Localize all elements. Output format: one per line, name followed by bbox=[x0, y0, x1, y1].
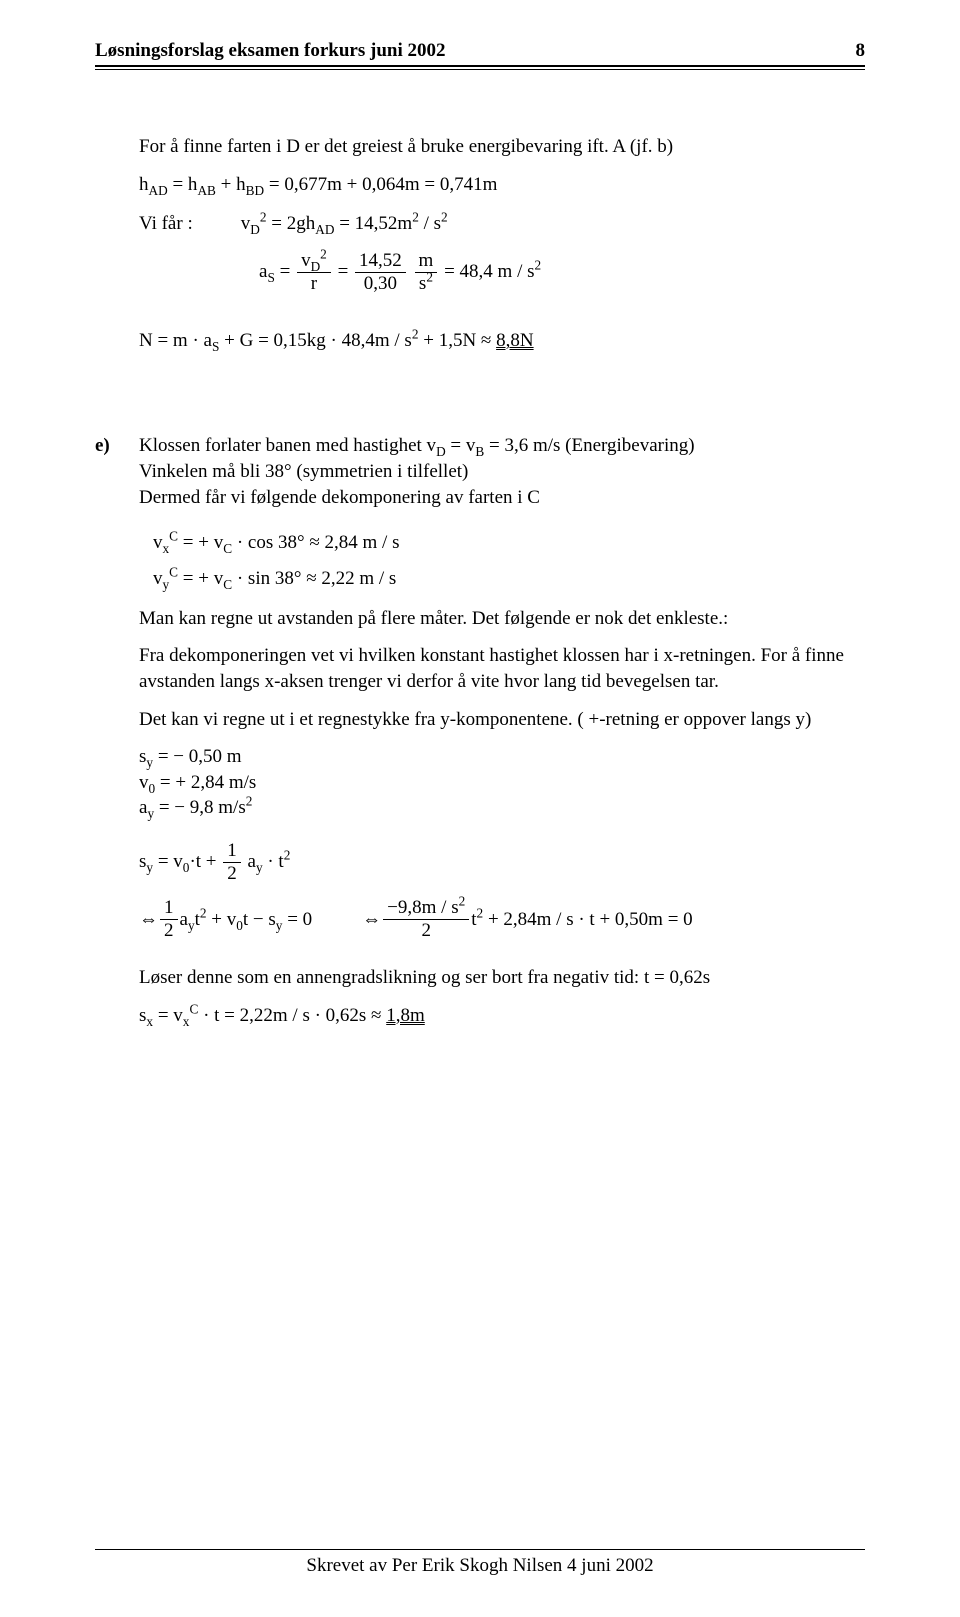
section-e: e) Klossen forlater banen med hastighet … bbox=[95, 433, 865, 1042]
vx-equation: vxC = + vC · cos 38° ≈ 2,84 m / s bbox=[139, 530, 865, 556]
e-p3: Dermed får vi følgende dekomponering av … bbox=[139, 485, 865, 511]
e-p1: Klossen forlater banen med hastighet vD … bbox=[139, 433, 865, 459]
v0-line: v0 = + 2,84 m/s bbox=[139, 770, 865, 796]
sx-equation: sx = vxC · t = 2,22m / s · 0,62s ≈ 1,8m bbox=[139, 1003, 865, 1029]
half-frac-2: 1 2 bbox=[160, 898, 178, 941]
page-number: 8 bbox=[856, 40, 866, 62]
aS-frac3: m s2 bbox=[415, 251, 438, 294]
header: Løsningsforslag eksamen forkurs juni 200… bbox=[95, 40, 865, 67]
section-e-label: e) bbox=[95, 433, 117, 459]
aS-frac1: vD2 r bbox=[297, 251, 331, 294]
N-equation: N = m · aS + G = 0,15kg · 48,4m / s2 + 1… bbox=[139, 328, 865, 354]
sy-line: sy = − 0,50 m bbox=[139, 744, 865, 770]
footer: Skrevet av Per Erik Skogh Nilsen 4 juni … bbox=[95, 1549, 865, 1577]
e-p2: Vinkelen må bli 38° (symmetrien i tilfel… bbox=[139, 459, 865, 485]
vi-faar-label: Vi får : bbox=[139, 211, 193, 237]
sy-equation: sy = v0·t + 1 2 ay · t2 bbox=[139, 841, 865, 884]
vy-equation: vyC = + vC · sin 38° ≈ 2,22 m / s bbox=[139, 566, 865, 592]
content: For å finne farten i D er det greiest å … bbox=[95, 134, 865, 1509]
e-p7: Løser denne som en annengradslikning og … bbox=[139, 965, 865, 991]
aS-equation: aS = vD2 r = 14,52 0,30 m s2 = 48,4 m / … bbox=[259, 251, 865, 294]
half-frac-1: 1 2 bbox=[223, 841, 241, 884]
vD-row: Vi får : vD2 = 2ghAD = 14,52m2 / s2 bbox=[139, 211, 865, 237]
page: Løsningsforslag eksamen forkurs juni 200… bbox=[0, 0, 960, 1617]
intro-line1: For å finne farten i D er det greiest å … bbox=[139, 134, 865, 160]
e-p5: Fra dekomponeringen vet vi hvilken konst… bbox=[139, 643, 865, 694]
iff2-frac: −9,8m / s2 2 bbox=[383, 898, 469, 941]
vD-equation: vD2 = 2ghAD = 14,52m2 / s2 bbox=[241, 211, 448, 237]
section-e-body: Klossen forlater banen med hastighet vD … bbox=[139, 433, 865, 1042]
aS-frac2: 14,52 0,30 bbox=[355, 251, 406, 294]
sx-result: 1,8m bbox=[386, 1005, 425, 1026]
ay-line: ay = − 9,8 m/s2 bbox=[139, 795, 865, 821]
footer-text: Skrevet av Per Erik Skogh Nilsen 4 juni … bbox=[306, 1555, 653, 1576]
header-title: Løsningsforslag eksamen forkurs juni 200… bbox=[95, 40, 446, 62]
intro-block: For å finne farten i D er det greiest å … bbox=[95, 134, 865, 353]
e-p4: Man kan regne ut avstanden på flere måte… bbox=[139, 606, 865, 632]
N-result: 8,8N bbox=[496, 330, 533, 351]
iff-row: ⇔ 1 2 ayt2 + v0t − sy = 0 ⇔ −9,8m / s2 2… bbox=[139, 898, 865, 941]
hAD-equation: hAD = hAB + hBD = 0,677m + 0,064m = 0,74… bbox=[139, 172, 865, 198]
e-p6: Det kan vi regne ut i et regnestykke fra… bbox=[139, 707, 865, 733]
